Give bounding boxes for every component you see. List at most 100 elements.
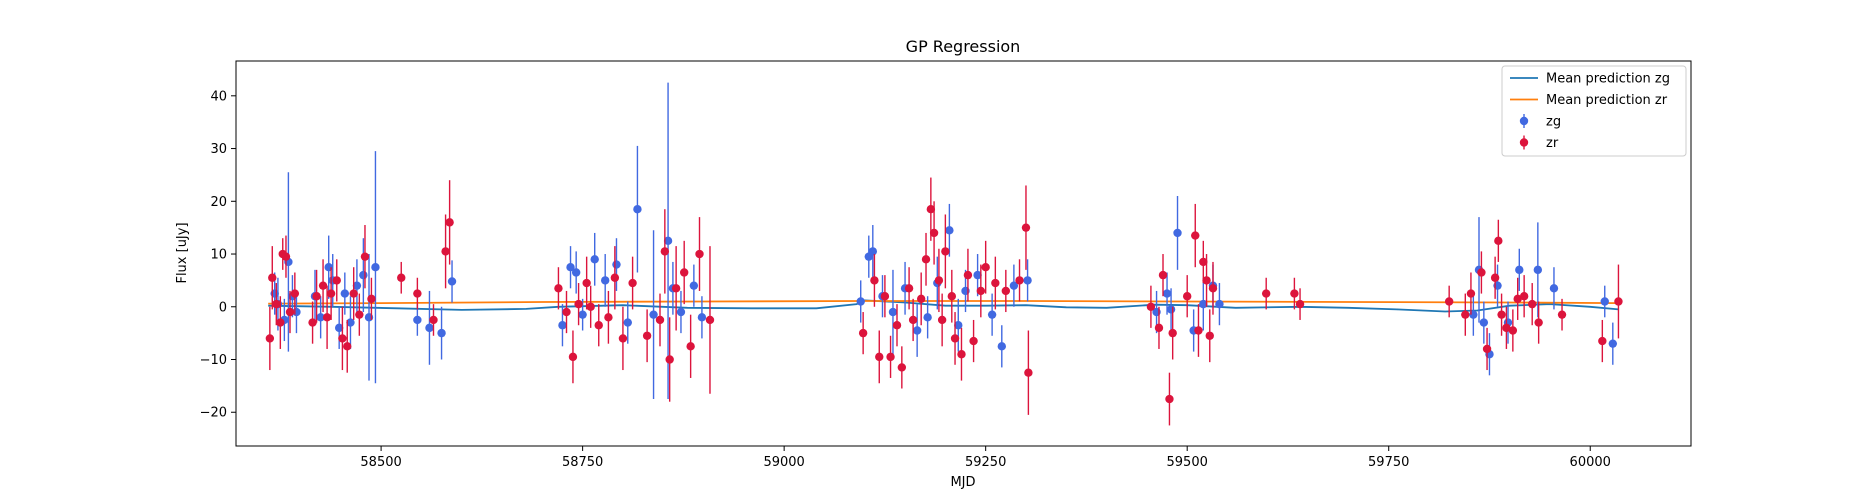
point-zr [574, 299, 583, 309]
plot-frame [235, 60, 1692, 447]
point-zg [359, 270, 368, 280]
point-zr [1494, 236, 1503, 246]
legend-label: Mean prediction zr [1546, 93, 1668, 108]
point-zr [349, 289, 358, 298]
point-zr [1168, 328, 1177, 338]
point-zr [1295, 299, 1305, 309]
point-zr [1598, 336, 1607, 346]
point-zr [1513, 294, 1522, 304]
point-zr [1502, 323, 1511, 333]
point-zr [326, 289, 336, 298]
point-zg [633, 204, 642, 214]
point-zr [568, 352, 578, 362]
x-tick-label: 58500 [360, 455, 401, 470]
point-zg [600, 276, 610, 285]
point-zr [1477, 268, 1486, 277]
point-zr [1290, 289, 1299, 298]
legend-label: Mean prediction zg [1546, 72, 1670, 87]
point-zg [558, 321, 567, 330]
point-zr [1199, 257, 1208, 267]
point-zr [308, 318, 317, 327]
point-zr [1461, 310, 1470, 319]
point-zr [1202, 276, 1211, 285]
point-zr [272, 299, 281, 309]
point-zr [429, 315, 438, 325]
point-zr [1208, 284, 1218, 293]
point-zr [934, 276, 944, 285]
point-zr [1154, 323, 1164, 333]
point-zg [697, 313, 707, 322]
point-zr [265, 334, 275, 343]
point-zr [285, 307, 295, 317]
point-zr [318, 281, 328, 290]
point-zg [1162, 289, 1172, 298]
point-zg [1009, 281, 1019, 290]
point-zr [976, 286, 986, 296]
point-zg [623, 318, 632, 327]
point-zg [590, 255, 599, 264]
point-zg [346, 318, 355, 327]
point-zr [886, 352, 895, 362]
y-tick-label: 0 [219, 300, 227, 315]
point-zr [355, 310, 364, 319]
point-zr [686, 342, 695, 351]
point-zr [441, 247, 450, 256]
point-zr [875, 352, 884, 362]
point-zr [338, 334, 347, 343]
point-zr [367, 294, 376, 304]
point-zr [991, 278, 1000, 288]
point-zr [1165, 394, 1174, 404]
point-zr [926, 204, 936, 214]
legend-marker-swatch [1519, 138, 1529, 147]
point-zr [554, 284, 563, 293]
point-zr [1519, 292, 1529, 301]
point-zg [954, 321, 963, 330]
point-zr [562, 307, 571, 317]
point-zr [322, 313, 332, 322]
point-zg [1533, 265, 1543, 275]
point-zr [1614, 297, 1623, 306]
point-zr [870, 276, 879, 285]
point-zg [578, 310, 587, 319]
point-zr [1205, 331, 1214, 340]
y-tick-label: 40 [210, 89, 227, 104]
point-zg [612, 260, 621, 269]
y-axis-label: Flux [uJy] [175, 222, 190, 283]
point-zg [334, 323, 344, 333]
point-zr [343, 342, 352, 351]
point-zg [1515, 265, 1524, 275]
legend-label: zg [1546, 115, 1561, 130]
point-zg [425, 323, 434, 333]
point-zr [1482, 344, 1492, 354]
point-zr [397, 273, 406, 282]
point-zr [897, 363, 907, 372]
y-tick-label: 20 [210, 195, 227, 210]
point-zg [997, 342, 1006, 351]
point-zr [290, 289, 300, 298]
axes: 58500 58750 59000 59250 59500 59750 60000 −20 −1… [200, 60, 1692, 470]
point-zg [987, 310, 997, 319]
point-zr [1508, 326, 1518, 335]
point-zr [604, 313, 613, 322]
point-zg [923, 313, 932, 322]
point-zr [1534, 318, 1543, 327]
point-zr [586, 302, 595, 311]
y-tick-label: −10 [200, 353, 227, 368]
point-zg [856, 297, 865, 306]
point-zr [642, 331, 652, 340]
point-zr [695, 249, 704, 259]
point-zg [888, 307, 898, 317]
point-zg [1549, 284, 1559, 293]
point-zr [582, 278, 591, 288]
chart-title: GP Regression [906, 37, 1021, 56]
point-zr [921, 255, 931, 264]
point-zr [892, 321, 902, 330]
point-zr [628, 278, 637, 288]
point-zg [352, 281, 362, 290]
legend-box [1501, 65, 1687, 157]
point-zr [312, 292, 321, 301]
point-zg [371, 263, 380, 272]
point-zr [1497, 310, 1506, 319]
legend-label: zr [1546, 136, 1559, 151]
point-zr [858, 328, 868, 338]
